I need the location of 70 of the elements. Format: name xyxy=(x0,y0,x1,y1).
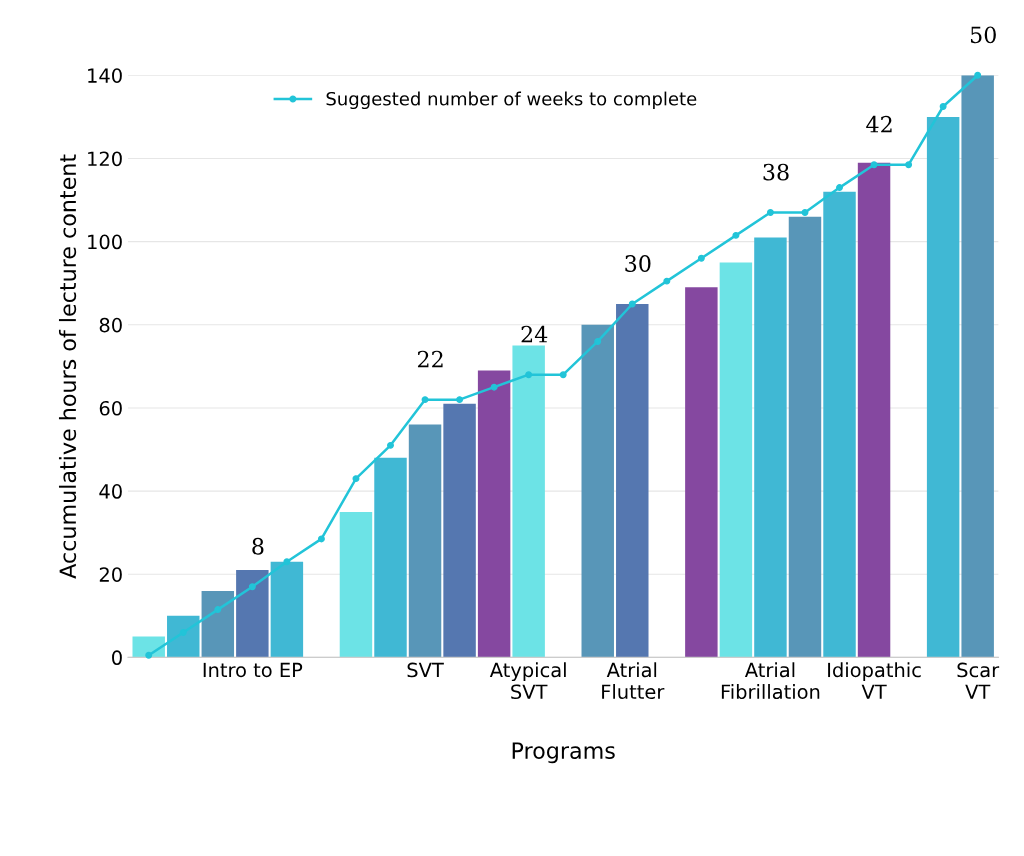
point xyxy=(870,161,878,169)
y-tick-label: 60 xyxy=(99,400,122,416)
bar xyxy=(236,570,269,658)
x-tick-label: Atrial Fibrillation xyxy=(721,662,820,700)
bar xyxy=(201,590,235,658)
y-tick-label: 0 xyxy=(112,650,122,666)
point xyxy=(248,583,256,591)
point xyxy=(352,475,360,483)
annotation: 38 xyxy=(763,163,789,181)
point xyxy=(594,337,602,345)
point xyxy=(836,184,843,192)
x-tick-label: SVT xyxy=(407,662,444,678)
bar xyxy=(719,262,753,658)
y-tick-label: 100 xyxy=(88,234,122,250)
point xyxy=(214,606,222,614)
bar xyxy=(167,615,200,658)
point xyxy=(179,628,187,636)
bar xyxy=(443,403,476,658)
x-tick-label: Atrial Flutter xyxy=(602,662,665,700)
bar xyxy=(374,457,407,658)
y-tick-label: 140 xyxy=(88,68,122,83)
point xyxy=(145,651,153,659)
point xyxy=(939,103,947,110)
y-tick-label: 40 xyxy=(99,484,122,499)
x-axis-title: Programs xyxy=(512,742,615,764)
bar xyxy=(339,511,373,658)
point xyxy=(490,383,498,391)
point xyxy=(317,535,325,543)
bar xyxy=(581,324,614,658)
point xyxy=(732,231,740,239)
bar xyxy=(961,75,994,658)
annotation: 50 xyxy=(970,26,996,44)
bar xyxy=(408,424,442,658)
point xyxy=(628,300,636,308)
y-tick-label: 120 xyxy=(88,151,122,167)
bar xyxy=(788,216,822,658)
bar xyxy=(857,162,891,658)
y-tick-label: 20 xyxy=(99,567,122,582)
x-tick-label: Scar VT xyxy=(957,662,1000,699)
annotation: 24 xyxy=(521,325,548,343)
bar xyxy=(512,345,545,658)
point xyxy=(697,254,705,262)
annotation: 42 xyxy=(866,115,892,133)
bar xyxy=(754,237,787,658)
annotation: 8 xyxy=(252,537,264,555)
y-tick-label: 80 xyxy=(99,317,122,333)
point xyxy=(283,558,291,566)
bar xyxy=(685,287,718,658)
point xyxy=(456,396,464,404)
point xyxy=(421,396,429,404)
bar xyxy=(823,191,856,658)
point xyxy=(525,371,533,379)
point xyxy=(974,71,982,79)
point xyxy=(801,209,809,217)
point xyxy=(905,161,913,169)
x-tick-label: Intro to EP xyxy=(203,662,303,678)
point xyxy=(766,209,774,217)
bar xyxy=(616,304,649,658)
annotation: 22 xyxy=(417,350,443,368)
x-tick-label: Atypical SVT xyxy=(489,662,566,700)
annotation: 30 xyxy=(625,255,651,272)
bar xyxy=(477,370,511,658)
point xyxy=(559,371,567,379)
legend-label: Suggested number of weeks to complete xyxy=(326,91,697,110)
bar xyxy=(270,561,304,658)
point xyxy=(387,441,394,449)
bar xyxy=(926,116,960,658)
y-axis-title: Accumulative hours of lecture content xyxy=(58,154,77,579)
x-tick-label: Idiopathic VT xyxy=(828,662,921,699)
point xyxy=(663,277,671,285)
